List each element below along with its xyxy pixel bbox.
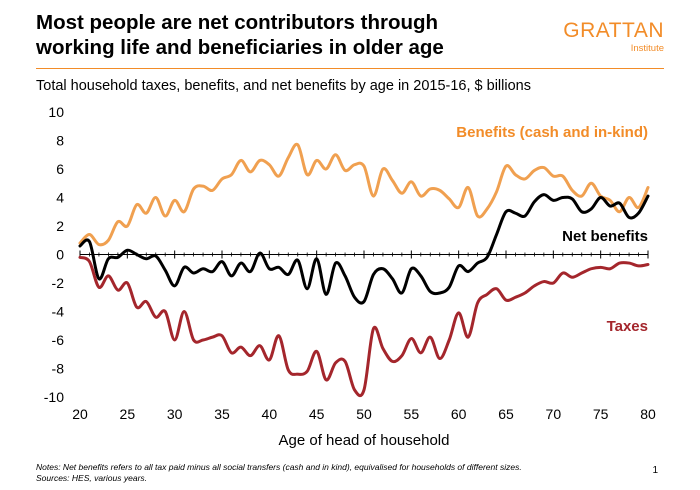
taxes-series-line <box>78 255 650 398</box>
x-axis-label: Age of head of household <box>279 432 450 449</box>
y-tick-label: -2 <box>52 275 65 291</box>
notes-text: Notes: Net benefits refers to all tax pa… <box>36 462 522 472</box>
x-tick-label: 45 <box>309 406 325 422</box>
grattan-logo: GRATTAN Institute <box>563 19 664 55</box>
x-tick-label: 80 <box>640 406 656 422</box>
y-tick-label: 2 <box>56 218 64 234</box>
y-tick-label: -4 <box>52 304 65 320</box>
x-tick-label: 70 <box>546 406 562 422</box>
x-tick-label: 40 <box>262 406 278 422</box>
x-tick-label: 65 <box>498 406 514 422</box>
net-benefits-series-line <box>78 193 650 305</box>
y-tick-label: 0 <box>56 247 64 263</box>
title-line-1: Most people are net contributors through <box>36 11 439 34</box>
y-tick-label: 10 <box>48 104 64 120</box>
net-benefits-annotation: Net benefits <box>562 228 648 245</box>
y-tick-label: 8 <box>56 133 64 149</box>
y-tick-label: -8 <box>52 361 65 377</box>
y-tick-label: -6 <box>52 332 65 348</box>
x-tick-label: 50 <box>356 406 372 422</box>
page-number: 1 <box>652 465 658 476</box>
y-tick-label: -10 <box>44 389 64 405</box>
x-tick-label: 35 <box>214 406 230 422</box>
taxes-annotation: Taxes <box>607 318 648 335</box>
x-tick-label: 55 <box>404 406 420 422</box>
logo-subtext: Institute <box>630 43 664 54</box>
title-line-2: working life and beneficiaries in older … <box>36 36 444 59</box>
x-tick-label: 30 <box>167 406 183 422</box>
benefits-series-line <box>78 142 650 247</box>
y-tick-label: 6 <box>56 161 64 177</box>
x-tick-label: 25 <box>120 406 136 422</box>
y-tick-label: 4 <box>56 190 64 206</box>
sources-text: Sources: HES, various years. <box>36 473 148 483</box>
benefits-annotation: Benefits (cash and in-kind) <box>456 124 648 141</box>
chart-title: Most people are net contributors through… <box>36 10 556 60</box>
x-tick-label: 60 <box>451 406 467 422</box>
logo-wordmark: GRATTAN <box>563 19 664 42</box>
chart-subtitle: Total household taxes, benefits, and net… <box>36 78 531 94</box>
chart-notes: Notes: Net benefits refers to all tax pa… <box>36 462 522 484</box>
x-tick-label: 75 <box>593 406 609 422</box>
header-divider <box>36 68 664 69</box>
x-tick-label: 20 <box>72 406 88 422</box>
